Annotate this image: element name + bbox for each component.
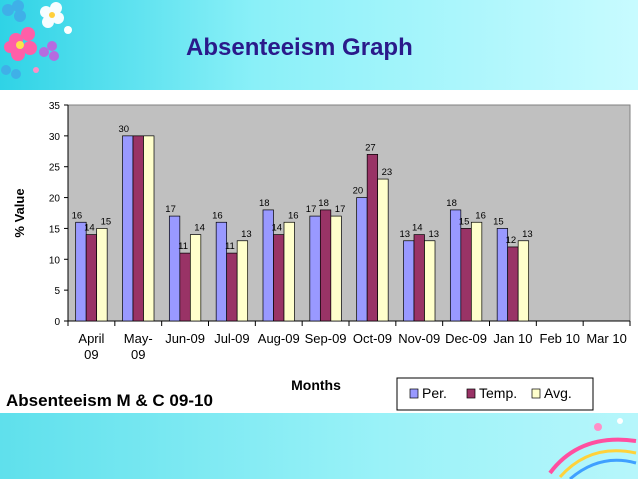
bar-temp: [507, 246, 519, 322]
x-tick-label: Feb 10: [540, 331, 580, 346]
slide-footer-background: [0, 413, 638, 479]
data-label: 23: [382, 167, 393, 178]
bar-temp: [460, 228, 472, 322]
bar-per: [309, 215, 321, 322]
y-tick-label: 35: [49, 101, 61, 112]
y-tick-label: 10: [49, 255, 61, 266]
y-tick-label: 30: [49, 132, 61, 143]
data-label: 15: [459, 216, 470, 227]
x-tick-label: Sep-09: [305, 331, 347, 346]
bar-avg: [377, 178, 389, 322]
x-tick-label: Oct-09: [353, 331, 392, 346]
bar-temp: [179, 252, 191, 322]
bar-temp: [273, 234, 285, 322]
legend: Per. Temp. Avg.: [396, 377, 594, 411]
data-label: 14: [84, 223, 95, 234]
data-label: 16: [288, 210, 299, 221]
legend-temp-label: Temp.: [479, 385, 517, 401]
data-label: 18: [446, 198, 457, 209]
bar-avg: [283, 221, 295, 322]
data-label: 13: [399, 229, 410, 240]
bar-avg: [470, 221, 483, 322]
bar-avg: [236, 240, 249, 322]
data-label: 16: [72, 210, 83, 221]
data-label: 20: [353, 186, 364, 197]
data-label: 18: [259, 198, 270, 209]
bar-per: [168, 215, 181, 322]
data-label: 14: [412, 223, 423, 234]
x-tick-label: April: [78, 331, 104, 346]
bar-per: [215, 221, 228, 322]
data-label: 18: [318, 198, 329, 209]
slide-subtitle: Absenteeism M & C 09-10: [6, 391, 213, 410]
x-tick-label: Nov-09: [398, 331, 440, 346]
legend-avg-label: Avg.: [544, 385, 572, 401]
data-label: 14: [194, 223, 205, 234]
x-tick-label: Jun-09: [165, 331, 205, 346]
bar-per: [403, 240, 415, 322]
data-label: 13: [241, 229, 252, 240]
y-tick-label: 5: [54, 286, 60, 297]
x-tick-label: May-: [124, 331, 153, 346]
y-tick-label: 15: [49, 224, 61, 235]
data-label: 30: [118, 124, 129, 135]
data-label: 17: [165, 204, 176, 215]
bar-temp: [413, 234, 425, 322]
x-tick-label: Aug-09: [258, 331, 300, 346]
y-tick-label: 20: [49, 194, 61, 205]
bar-per: [356, 197, 368, 322]
legend-per-label: Per.: [422, 385, 447, 401]
x-tick-label: 09: [84, 347, 98, 362]
plot-area: [67, 104, 631, 322]
bar-avg: [330, 215, 342, 322]
legend-avg-swatch: [531, 388, 541, 399]
data-label: 17: [306, 204, 317, 215]
data-label: 14: [271, 223, 282, 234]
data-label: 16: [212, 210, 223, 221]
slide-title: Absenteeism Graph: [186, 34, 413, 61]
bar-temp: [366, 154, 379, 322]
bar-temp: [319, 209, 332, 322]
bar-avg: [424, 240, 436, 322]
bar-avg: [517, 240, 530, 322]
data-label: 12: [506, 235, 517, 246]
slide-header-background: [0, 0, 638, 90]
data-label: 17: [335, 204, 346, 215]
legend-box: [396, 377, 594, 411]
bar-per: [75, 221, 87, 322]
bar-avg: [189, 234, 202, 322]
legend-temp-swatch: [466, 388, 476, 399]
x-tick-label: Jan 10: [493, 331, 532, 346]
y-axis-title: % Value: [12, 188, 27, 237]
x-axis-title: Months: [291, 377, 341, 393]
y-tick-label: 0: [54, 317, 60, 328]
data-label: 15: [493, 216, 504, 227]
bar-avg: [96, 228, 108, 322]
x-tick-label: Mar 10: [586, 331, 626, 346]
bar-temp: [85, 234, 98, 322]
data-label: 11: [178, 241, 188, 252]
data-label: 11: [225, 241, 235, 252]
bar-avg: [143, 135, 155, 322]
data-label: 13: [428, 229, 439, 240]
data-label: 27: [365, 142, 376, 153]
data-label: 16: [475, 210, 486, 221]
bar-temp: [226, 252, 238, 322]
data-label: 15: [101, 216, 112, 227]
swirl-decoration-icon: [548, 418, 637, 479]
x-tick-label: Dec-09: [445, 331, 487, 346]
x-tick-label: Jul-09: [214, 331, 249, 346]
data-label: 13: [522, 229, 533, 240]
y-tick-label: 25: [49, 163, 61, 174]
x-tick-label: 09: [131, 347, 145, 362]
bar-temp: [132, 135, 144, 322]
legend-per-swatch: [409, 388, 419, 399]
bar-per: [122, 135, 134, 322]
flower-decoration-icon: [1, 0, 72, 79]
